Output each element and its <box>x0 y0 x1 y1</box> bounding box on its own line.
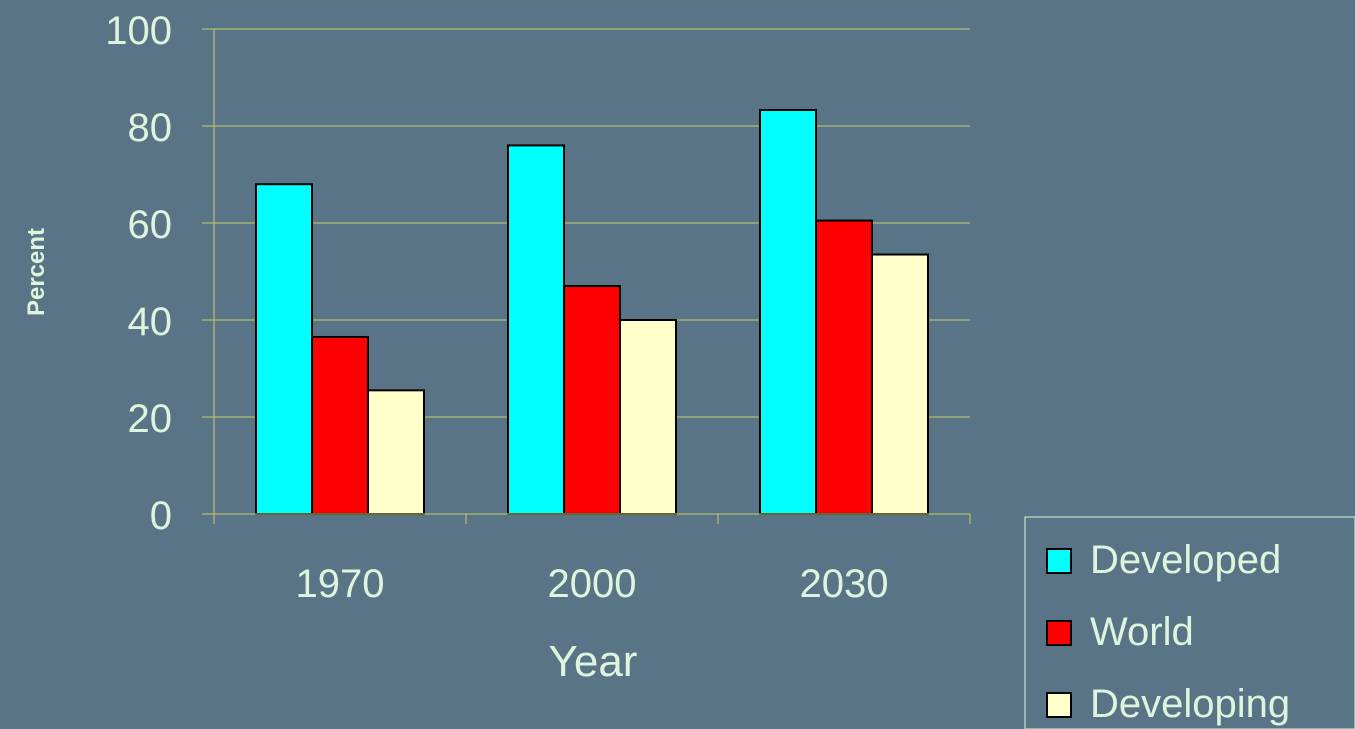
x-axis-ticks: 1970 2000 2030 <box>296 562 889 606</box>
bar-developed-2000 <box>507 144 565 515</box>
legend-label-world: World <box>1090 610 1194 654</box>
y-tick-label: 40 <box>128 300 173 344</box>
y-axis-ticks: 0 20 40 60 80 100 <box>105 9 172 538</box>
bar-developing-1970 <box>367 389 425 516</box>
bar-world-1970 <box>311 335 369 515</box>
legend-swatch-developed <box>1046 548 1072 574</box>
bar-developing-2000 <box>619 319 677 515</box>
y-axis-title: Percent <box>23 228 50 316</box>
bar-world-2000 <box>563 285 621 515</box>
bar-developed-1970 <box>255 183 313 515</box>
legend-label-developed: Developed <box>1090 538 1281 582</box>
x-tick-label: 1970 <box>296 562 385 606</box>
legend-label-developing: Developing <box>1090 682 1290 726</box>
legend-swatch-developing <box>1046 692 1072 718</box>
legend-items: Developed World Developing <box>1046 538 1290 726</box>
x-axis <box>202 29 971 524</box>
x-tick-label: 2030 <box>800 562 889 606</box>
y-tick-label: 20 <box>128 397 173 441</box>
bar-developed-2030 <box>759 108 817 516</box>
legend-swatch-world <box>1046 620 1072 646</box>
y-tick-label: 60 <box>128 203 173 247</box>
legend: Developed World Developing <box>1024 516 1355 729</box>
legend-box <box>1024 516 1355 729</box>
bar-developing-2030 <box>871 253 929 515</box>
bars <box>255 108 929 516</box>
x-axis-title: Year <box>549 637 638 686</box>
bar-world-2030 <box>815 219 873 515</box>
y-tick-label: 100 <box>105 9 172 53</box>
y-tick-label: 80 <box>128 106 173 150</box>
y-tick-label: 0 <box>150 494 172 538</box>
x-tick-label: 2000 <box>548 562 637 606</box>
